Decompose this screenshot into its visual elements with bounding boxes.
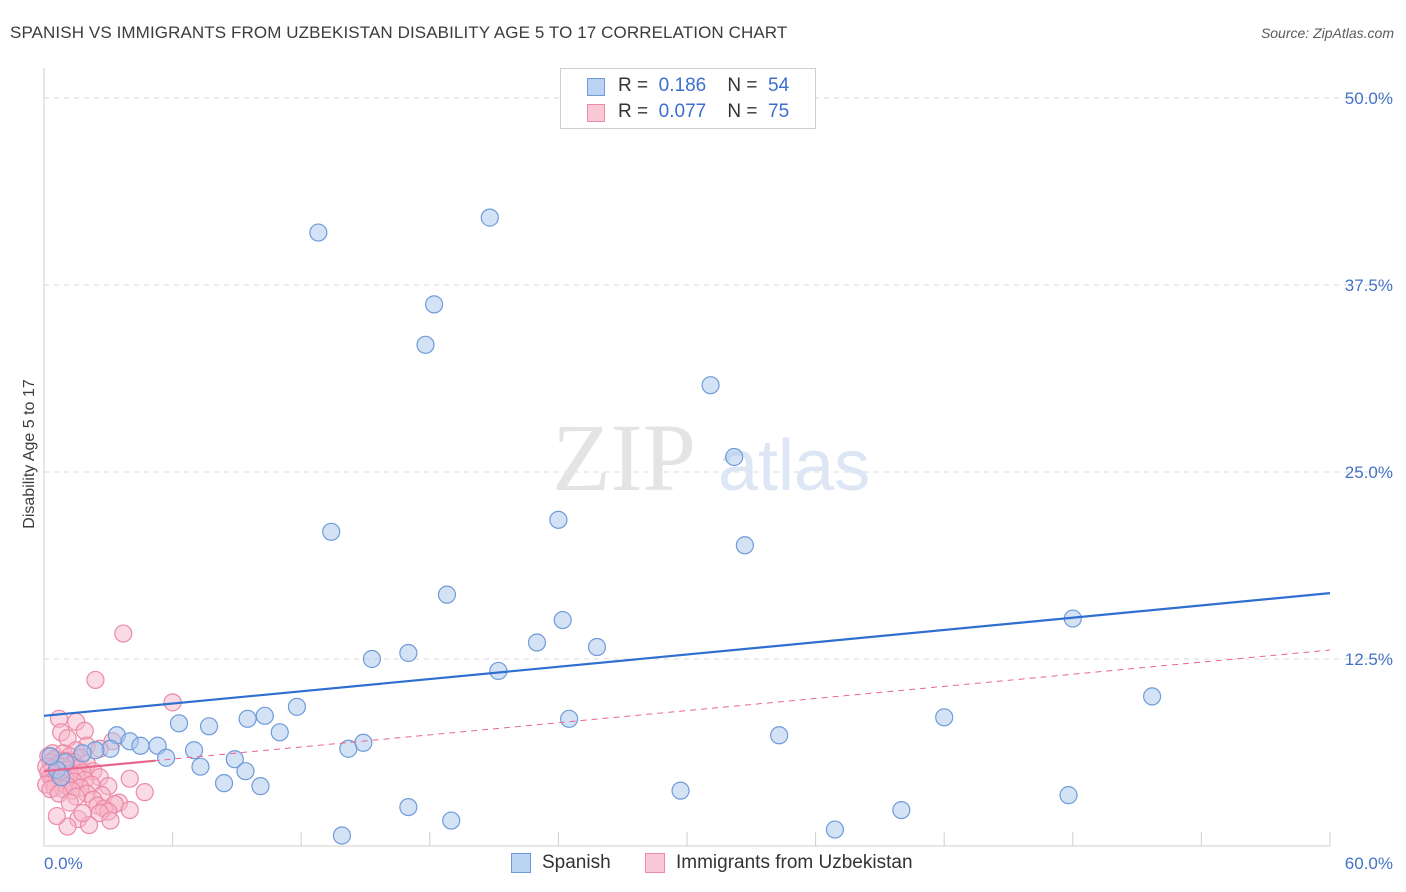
y-tick-label: 37.5% [1345,276,1393,295]
series-legend: Spanish Immigrants from Uzbekistan [0,852,1406,878]
y-tick-label: 12.5% [1345,650,1393,669]
uzbekistan-point [101,811,120,830]
r-label: R = [618,75,649,96]
spanish-point [892,800,911,820]
spanish-point [339,739,358,758]
spanish-point [735,536,754,555]
legend-stats-uzbekistan: R = 0.077 N = 75 [618,101,789,123]
r-value: 0.186 [658,75,707,96]
n-value: 54 [768,75,790,96]
y-tick-labels: 12.5% 25.0% 37.5% 50.0% [1345,89,1393,669]
y-tick-label: 25.0% [1345,463,1393,482]
uzbekistan-point [135,783,154,802]
spanish-point [73,744,92,763]
legend-swatch-pink [587,104,605,122]
correlation-legend: R = 0.186 N = 54 R = 0.077 N = 75 [560,68,816,129]
spanish-point [527,633,547,652]
spanish-point [199,717,219,736]
uzbekistan-point [120,769,139,788]
spanish-point [184,741,204,760]
spanish-point [1143,687,1162,706]
watermark: ZIP atlas [552,404,870,511]
uzbekistan-point [120,800,139,820]
r-value: 0.077 [658,101,707,122]
uzbekistan-point [60,793,79,812]
legend-stats-spanish: R = 0.186 N = 54 [618,75,789,97]
spanish-point [225,750,244,769]
watermark-atlas: atlas [718,426,870,506]
x-tick-label-min: 0.0% [44,854,83,873]
spanish-point [725,447,744,467]
series-uzbekistan-points [37,624,182,836]
legend-swatch-pink [645,853,665,873]
spanish-point [424,295,444,314]
uzbekistan-point [114,624,133,643]
n-label: N = [727,101,758,122]
uzbekistan-point [86,670,105,690]
watermark-zip: ZIP [552,404,696,511]
spanish-point [587,637,607,657]
grid-lines [44,97,1380,660]
uzbekistan-point [47,806,66,826]
x-tick-label-max: 60.0% [1345,854,1393,873]
spanish-point [416,335,435,354]
spanish-point [251,777,270,796]
spanish-point [270,723,289,742]
spanish-point [287,697,307,716]
legend-label-uzbekistan: Immigrants from Uzbekistan [676,852,913,873]
series-spanish-points [41,208,1162,845]
spanish-point [214,774,234,793]
spanish-point [332,826,352,845]
spanish-point [131,736,150,755]
y-tick-label: 50.0% [1345,89,1393,108]
trend-line-spanish [43,592,1331,717]
spanish-point [549,510,568,529]
spanish-point [399,797,418,817]
uzbekistan-point [75,721,94,740]
trend-line-uzbekistan-solid [43,759,156,773]
spanish-point [101,739,120,758]
spanish-point [41,747,60,766]
spanish-point [169,714,189,733]
spanish-point [560,709,579,728]
spanish-point [322,522,341,541]
spanish-point [935,708,954,727]
trend-lines [43,592,1331,773]
legend-swatch-blue [511,853,531,873]
spanish-point [309,223,328,242]
r-label: R = [618,101,649,122]
spanish-point [770,726,789,745]
n-label: N = [727,75,758,96]
x-ticks [43,832,1331,846]
spanish-point [1059,786,1078,805]
spanish-point [671,781,690,800]
n-value: 75 [768,101,790,122]
spanish-point [701,376,720,395]
chart-source: Source: ZipAtlas.com [1260,25,1394,41]
spanish-point [238,709,257,728]
spanish-point [480,208,499,227]
spanish-point [553,610,572,630]
spanish-point [236,762,255,781]
spanish-point [825,820,844,839]
spanish-point [255,706,274,725]
spanish-point [399,643,418,663]
uzbekistan-point [73,803,92,823]
spanish-point [437,585,457,604]
spanish-point [157,748,176,767]
legend-swatch-blue [587,78,605,96]
chart-title: SPANISH VS IMMIGRANTS FROM UZBEKISTAN DI… [10,23,788,42]
legend-label-spanish: Spanish [542,852,611,873]
spanish-point [191,757,210,776]
spanish-point [442,811,461,830]
spanish-point [362,649,382,669]
